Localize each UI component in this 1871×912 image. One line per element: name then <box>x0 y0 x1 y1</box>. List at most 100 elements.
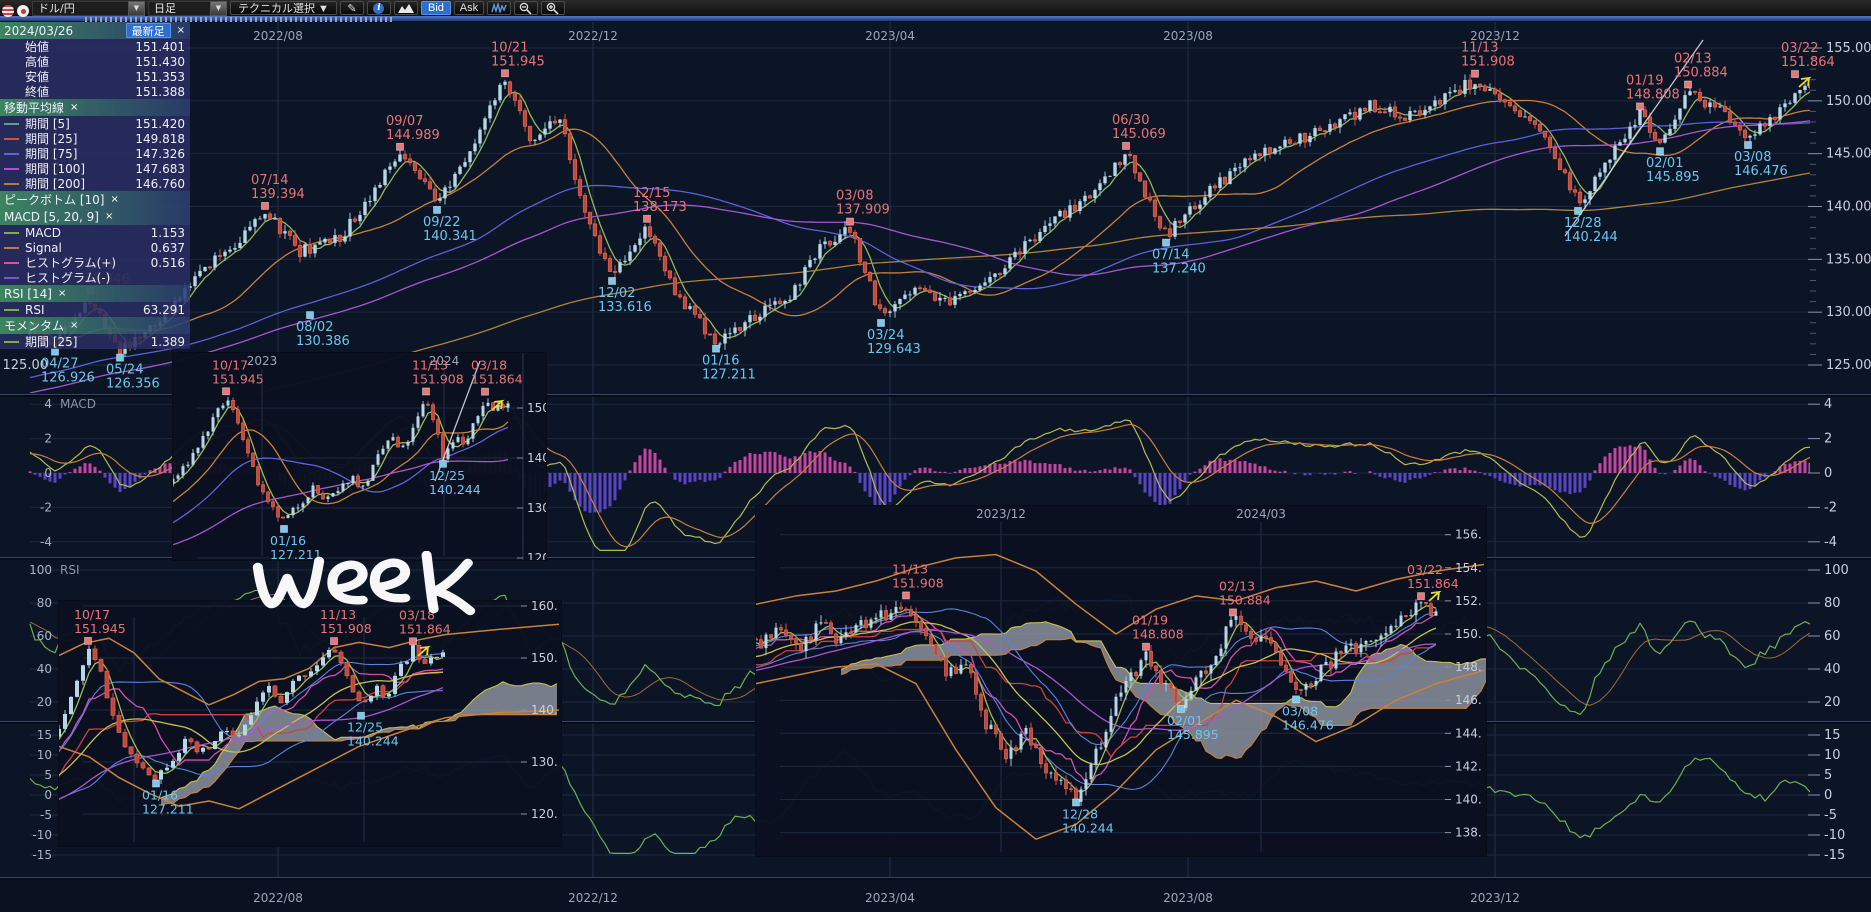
chevron-down-icon[interactable]: ▼ <box>210 0 227 16</box>
svg-text:12/28: 12/28 <box>1564 216 1601 231</box>
svg-text:20: 20 <box>37 695 52 709</box>
svg-text:140.244: 140.244 <box>429 482 481 497</box>
svg-text:07/14: 07/14 <box>251 173 288 188</box>
us-flag-icon <box>2 2 14 17</box>
chart-scrollbar[interactable] <box>85 17 395 22</box>
svg-text:150.884: 150.884 <box>1219 592 1271 607</box>
svg-text:130.: 130. <box>531 755 558 769</box>
svg-text:151.864: 151.864 <box>471 372 523 387</box>
close-icon[interactable]: × <box>104 210 114 222</box>
inset-window-weekly-large[interactable]: 10/17 151.945 11/13 151.908 03/18 151.864 12/2… <box>57 599 562 847</box>
bottom-marker <box>877 319 885 327</box>
indicator-header: MACD [5, 20, 9] × <box>0 208 190 225</box>
peak-marker <box>330 637 338 645</box>
mountain-chart-icon[interactable] <box>393 1 418 15</box>
svg-text:-2: -2 <box>1824 500 1837 515</box>
timeframe-select[interactable]: 日足 ▼ <box>148 0 227 16</box>
indicator-panel: 2024/03/26 最新足 × 始値 151.401 高値 151.430 安値 151.35… <box>0 22 190 349</box>
svg-text:0: 0 <box>1824 466 1832 481</box>
peak-marker <box>1791 70 1799 79</box>
svg-text:150.: 150. <box>1455 627 1482 641</box>
pencil-icon[interactable]: ✎ <box>339 1 364 15</box>
main-chart-annotations: 04/27126.92605/09131.34605/24126.35607/1… <box>41 40 1835 391</box>
svg-text:129.643: 129.643 <box>867 342 921 357</box>
indicator-header: RSI [14] × <box>0 285 190 302</box>
svg-text:140: 140 <box>527 451 546 465</box>
ohlc-row: 始値 151.401 <box>0 39 190 54</box>
svg-text:-15: -15 <box>32 848 52 862</box>
svg-text:145.00: 145.00 <box>1826 147 1871 162</box>
svg-text:2022/12: 2022/12 <box>568 891 618 905</box>
svg-text:140.00: 140.00 <box>1826 200 1871 215</box>
svg-text:03/08: 03/08 <box>1282 703 1318 718</box>
svg-text:01/19: 01/19 <box>1132 613 1168 628</box>
peak-marker <box>1471 69 1479 78</box>
ask-button[interactable]: Ask <box>453 1 484 15</box>
line-color-swatch <box>4 340 19 343</box>
zoom-in-icon[interactable] <box>540 1 565 15</box>
svg-text:2023/04: 2023/04 <box>865 29 915 43</box>
svg-text:RSI: RSI <box>60 563 80 577</box>
currency-pair-label: ドル/円 <box>38 2 75 15</box>
svg-text:11/13: 11/13 <box>1461 41 1498 56</box>
indicator-row: 期間 [100] 147.683 <box>0 161 190 176</box>
svg-text:2024/03: 2024/03 <box>1236 507 1286 521</box>
info-icon[interactable]: i <box>366 1 391 15</box>
bid-button[interactable]: Bid <box>420 1 451 15</box>
close-icon[interactable]: × <box>70 319 79 331</box>
chevron-down-icon[interactable]: ▼ <box>128 0 145 16</box>
svg-text:146.476: 146.476 <box>1282 717 1334 732</box>
svg-text:15: 15 <box>37 728 52 742</box>
bottom-marker <box>439 459 447 468</box>
svg-text:140.341: 140.341 <box>423 229 477 244</box>
inset-window-weekly-small[interactable]: 2023 2024 10/17 151.945 11/13 151.908 03/18 151… <box>171 352 550 565</box>
peak-marker <box>501 69 509 78</box>
svg-text:09/07: 09/07 <box>386 114 423 129</box>
close-icon[interactable]: × <box>70 101 79 113</box>
svg-text:08/02: 08/02 <box>296 320 333 335</box>
svg-text:40: 40 <box>37 662 52 676</box>
svg-text:152.: 152. <box>1455 594 1482 608</box>
indicator-header: モメンタム × <box>0 317 190 334</box>
indicator-row: 期間 [25] 149.818 <box>0 131 190 146</box>
svg-text:0: 0 <box>44 466 52 480</box>
indicator-row: 期間 [5] 151.420 <box>0 116 190 131</box>
svg-text:154.: 154. <box>1455 561 1482 575</box>
svg-text:-15: -15 <box>1824 848 1845 863</box>
close-icon[interactable]: × <box>110 193 119 205</box>
svg-text:151.908: 151.908 <box>320 621 372 636</box>
svg-text:04/27: 04/27 <box>41 357 78 372</box>
inset-window-daily-recent[interactable]: 2023/12 2024/03 11/13 151.908 01/19 148.808 02… <box>754 505 1487 857</box>
svg-text:-10: -10 <box>1824 828 1845 843</box>
bottom-marker <box>712 344 720 353</box>
indicator-row: 期間 [75] 147.326 <box>0 146 190 161</box>
svg-text:60: 60 <box>1824 629 1841 644</box>
technical-select-button[interactable]: テクニカル選択 ▼ <box>230 1 337 15</box>
line-color-swatch <box>4 122 19 125</box>
currency-pair-select[interactable]: ドル/円 ▼ <box>32 0 145 16</box>
latest-price-arrow-icon <box>491 399 505 411</box>
svg-text:-4: -4 <box>1824 535 1837 550</box>
svg-text:2024: 2024 <box>429 354 460 368</box>
zoom-out-icon[interactable] <box>513 1 538 15</box>
close-icon[interactable]: × <box>57 287 67 299</box>
svg-text:4: 4 <box>44 397 52 411</box>
jp-flag-icon <box>17 2 29 17</box>
svg-text:100: 100 <box>29 563 52 577</box>
close-icon[interactable]: × <box>176 24 185 36</box>
latest-bar-button[interactable]: 最新足 <box>125 23 171 38</box>
wave-icon[interactable] <box>486 1 511 15</box>
svg-text:127.211: 127.211 <box>702 368 756 383</box>
svg-text:144.: 144. <box>1455 726 1482 740</box>
indicator-header: ピークボトム [10] × <box>0 191 190 208</box>
svg-text:137.909: 137.909 <box>836 203 890 218</box>
toolbar-divider <box>0 16 1871 21</box>
